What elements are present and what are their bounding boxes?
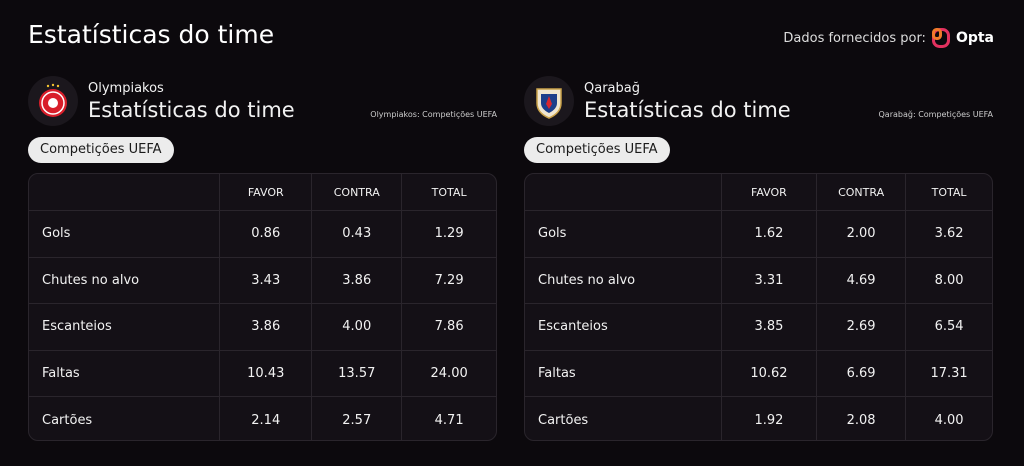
team-name: Olympiakos	[88, 81, 164, 96]
competition-tag[interactable]: Competições UEFA	[524, 137, 670, 163]
team-panel: Olympiakos Estatísticas do time Olympiakos…	[28, 76, 497, 441]
stat-cell: 4.71	[401, 397, 496, 440]
table-row: Escanteios 3.85 2.69 6.54	[525, 303, 992, 350]
table-row: Gols 1.62 2.00 3.62	[525, 210, 992, 257]
stat-cell: 24.00	[401, 350, 496, 397]
stat-cell: 2.08	[816, 397, 905, 440]
team-logo	[524, 76, 574, 126]
stat-cell: 4.00	[905, 397, 992, 440]
stat-cell: 8.00	[905, 257, 992, 304]
stat-cell: 2.14	[219, 397, 311, 440]
stat-cell: 3.43	[219, 257, 311, 304]
stat-label: Faltas	[538, 366, 576, 382]
opta-icon	[931, 28, 950, 48]
table-row: Chutes no alvo 3.31 4.69 8.00	[525, 256, 992, 304]
table-row: Cartões 2.14 2.57 4.71	[29, 396, 496, 440]
table-row: Faltas 10.62 6.69 17.31	[525, 349, 992, 397]
panel-title: Estatísticas do time	[584, 98, 791, 122]
team-logo	[28, 76, 78, 126]
stat-label: Escanteios	[42, 319, 112, 335]
stat-cell: 0.86	[219, 211, 311, 257]
stat-cell: 2.69	[816, 304, 905, 350]
stat-cell: 1.62	[720, 211, 816, 257]
stat-cell: 7.86	[401, 304, 496, 350]
stat-cell: 17.31	[905, 350, 992, 397]
header-cell: FAVOR	[219, 174, 311, 210]
provider-label: Dados fornecidos por:	[783, 30, 926, 46]
header-cell: CONTRA	[816, 174, 905, 210]
provider: Dados fornecidos por: Opta	[783, 28, 994, 48]
stat-label: Gols	[538, 226, 567, 242]
table-row: Faltas 10.43 13.57 24.00	[29, 349, 496, 397]
stats-table: FAVOR CONTRA TOTAL Gols 0.86 0.43 1.29 Chutes n…	[28, 173, 497, 441]
stat-cell: 4.00	[311, 304, 401, 350]
panel-source: Qarabağ: Competições UEFA	[878, 110, 994, 119]
stat-cell: 4.69	[816, 257, 905, 304]
stat-cell: 3.85	[720, 304, 816, 350]
stat-cell: 2.57	[311, 397, 401, 440]
stat-cell: 1.29	[401, 211, 496, 257]
header-row: FAVOR CONTRA TOTAL	[29, 174, 496, 210]
stat-label: Chutes no alvo	[42, 272, 140, 288]
page-title: Estatísticas do time	[28, 20, 275, 49]
stat-label: Cartões	[538, 412, 589, 428]
team-panel: Qarabağ Estatísticas do time Qarabağ: Comp…	[524, 76, 993, 441]
stats-table: FAVOR CONTRA TOTAL Gols 1.62 2.00 3.62 Chutes n…	[524, 173, 993, 441]
header-cell	[525, 174, 721, 210]
panel-title: Estatísticas do time	[88, 98, 295, 122]
stat-cell: 6.54	[905, 304, 992, 350]
stat-cell: 0.43	[311, 211, 401, 257]
team-logo-svg	[39, 83, 67, 117]
header-cell: FAVOR	[720, 174, 816, 210]
team-logo-svg	[536, 88, 562, 119]
stat-label: Faltas	[42, 366, 80, 382]
table-row: Escanteios 3.86 4.00 7.86	[29, 303, 496, 350]
stat-cell: 7.29	[401, 257, 496, 304]
team-name: Qarabağ	[584, 81, 640, 96]
stat-label: Gols	[42, 226, 71, 242]
stat-cell: 3.62	[905, 211, 992, 257]
stat-cell: 10.62	[720, 350, 816, 397]
stat-cell: 13.57	[311, 350, 401, 397]
stat-label: Escanteios	[538, 319, 608, 335]
provider-name: Opta	[955, 30, 994, 46]
stat-cell: 3.86	[219, 304, 311, 350]
stat-cell: 3.31	[720, 257, 816, 304]
stat-cell: 3.86	[311, 257, 401, 304]
table-row: Chutes no alvo 3.43 3.86 7.29	[29, 256, 496, 304]
header-cell: TOTAL	[905, 174, 992, 210]
header-cell: CONTRA	[311, 174, 401, 210]
panel-source: Olympiakos: Competições UEFA	[370, 110, 497, 119]
header-cell: TOTAL	[401, 174, 496, 210]
header-cell	[29, 174, 219, 210]
stat-cell: 1.92	[720, 397, 816, 440]
competition-tag[interactable]: Competições UEFA	[28, 137, 174, 163]
stat-cell: 6.69	[816, 350, 905, 397]
table-row: Cartões 1.92 2.08 4.00	[525, 396, 992, 440]
stat-cell: 2.00	[816, 211, 905, 257]
header-row: FAVOR CONTRA TOTAL	[525, 174, 992, 210]
stat-cell: 10.43	[219, 350, 311, 397]
stat-label: Chutes no alvo	[538, 272, 636, 288]
table-row: Gols 0.86 0.43 1.29	[29, 210, 496, 257]
stat-label: Cartões	[42, 412, 93, 428]
